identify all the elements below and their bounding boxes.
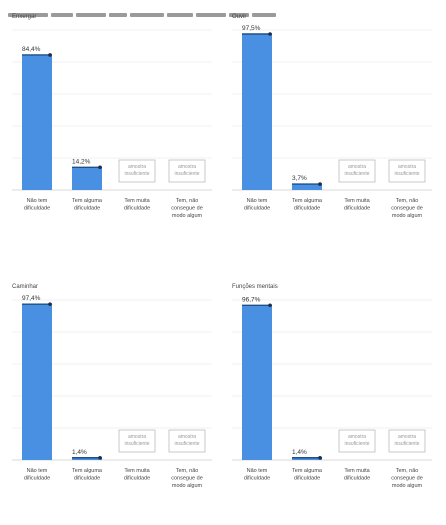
- category-tick-label: Tem, não: [396, 198, 419, 204]
- bar-marker-dot: [268, 32, 272, 36]
- insufficient-sample-label: insuficiente: [174, 171, 199, 177]
- insufficient-sample-label: amostra: [128, 164, 146, 170]
- category-tick-label: dificuldade: [24, 206, 50, 212]
- insufficient-sample-label: insuficiente: [394, 171, 419, 177]
- bar: [242, 305, 272, 460]
- bar: [72, 457, 102, 460]
- chart-title: Caminhar: [12, 284, 39, 290]
- bar-chart-ouvir: 97,5% Não tem dificuldade 3,7% Tem alguma dif…: [232, 25, 432, 219]
- category-tick-label: Tem muita: [124, 468, 150, 474]
- chart-title: Enxergar: [12, 14, 37, 20]
- chart-title: Ouvir: [232, 14, 247, 20]
- insufficient-sample-label: insuficiente: [174, 441, 199, 447]
- bar-marker-dot: [318, 182, 322, 186]
- insufficient-sample-label: insuficiente: [394, 441, 419, 447]
- category-tick-label: dificuldade: [294, 476, 320, 482]
- insufficient-sample-box: [388, 429, 426, 453]
- bar-chart-caminhar: 97,4% Não tem dificuldade 1,4% Tem alguma dif…: [12, 295, 212, 489]
- category-tick-label: modo algum: [392, 213, 423, 219]
- category-tick-label: dificuldade: [74, 476, 100, 482]
- category-tick-label: Tem alguma: [292, 468, 323, 474]
- data-label: 1,4%: [292, 449, 307, 456]
- insufficient-sample-label: insuficiente: [344, 171, 369, 177]
- bar-marker-dot: [268, 303, 272, 308]
- insufficient-sample-label: amostra: [178, 164, 196, 170]
- category-tick-label: Tem muita: [344, 198, 370, 204]
- insufficient-sample-box: [388, 159, 426, 183]
- category-tick-label: modo algum: [172, 483, 203, 489]
- category-tick-label: dificuldade: [124, 476, 150, 482]
- insufficient-sample-label: amostra: [128, 434, 146, 440]
- category-tick-label: dificuldade: [344, 206, 370, 212]
- category-tick-label: modo algum: [172, 213, 203, 219]
- category-tick-label: dificuldade: [244, 206, 270, 212]
- category-tick-label: Tem, não: [176, 468, 199, 474]
- bar: [22, 54, 52, 191]
- category-tick-label: dificuldade: [124, 206, 150, 212]
- category-tick-label: consegue de: [391, 206, 423, 212]
- insufficient-sample-box: [338, 159, 376, 183]
- insufficient-sample-label: amostra: [398, 164, 416, 170]
- category-tick-label: consegue de: [171, 476, 203, 482]
- category-tick-label: dificuldade: [74, 206, 100, 212]
- insufficient-sample-box: [118, 159, 156, 183]
- category-tick-label: Não tem: [247, 198, 268, 204]
- category-tick-label: dificuldade: [24, 476, 50, 482]
- insufficient-sample-label: insuficiente: [344, 441, 369, 447]
- bar-marker-dot: [48, 53, 52, 57]
- insufficient-sample-box: [168, 429, 206, 453]
- chart-panel-funcoes-mentais: Funções mentais 96,7% Não tem dificuldade 1…: [230, 284, 435, 519]
- category-tick-label: Tem alguma: [72, 468, 103, 474]
- chart-panel-ouvir: Ouvir 97,5% Não tem dificuldade 3,7% Tem alg…: [230, 14, 435, 249]
- category-tick-label: dificuldade: [244, 476, 270, 482]
- category-tick-label: Tem alguma: [72, 198, 103, 204]
- bar-chart-enxergar: 84,4% Não tem dificuldade 14,2% Tem alguma di…: [12, 29, 212, 219]
- category-tick-label: modo algum: [392, 483, 423, 489]
- category-tick-label: Tem muita: [344, 468, 370, 474]
- data-label: 3,7%: [292, 175, 307, 182]
- header-title-bar: [8, 4, 328, 17]
- data-label: 1,4%: [72, 449, 87, 456]
- category-tick-label: Tem alguma: [292, 198, 323, 204]
- category-tick-label: Não tem: [27, 198, 48, 204]
- data-label: 84,4%: [22, 46, 41, 53]
- bar-marker-dot: [318, 455, 322, 460]
- category-tick-label: dificuldade: [344, 476, 370, 482]
- bar-marker-dot: [98, 455, 102, 460]
- category-tick-label: Tem, não: [176, 198, 199, 204]
- bar: [292, 457, 322, 460]
- bar-chart-funcoes-mentais: 96,7% Não tem dificuldade 1,4% Tem alguma dif…: [232, 296, 432, 489]
- insufficient-sample-label: amostra: [348, 434, 366, 440]
- chart-panel-caminhar: Caminhar 97,4% Não tem dificuldade 1,4% Tem …: [10, 284, 215, 519]
- insufficient-sample-label: amostra: [348, 164, 366, 170]
- data-label: 14,2%: [72, 158, 91, 165]
- insufficient-sample-label: amostra: [398, 434, 416, 440]
- insufficient-sample-label: insuficiente: [124, 441, 149, 447]
- bar: [292, 184, 322, 190]
- data-label: 97,5%: [242, 25, 261, 32]
- bar: [242, 34, 272, 190]
- category-tick-label: consegue de: [391, 476, 423, 482]
- insufficient-sample-label: amostra: [178, 434, 196, 440]
- category-tick-label: dificuldade: [294, 206, 320, 212]
- bar: [72, 167, 102, 190]
- category-tick-label: Tem, não: [396, 468, 419, 474]
- data-label: 96,7%: [242, 296, 261, 303]
- category-tick-label: Não tem: [27, 468, 48, 474]
- category-tick-label: Não tem: [247, 468, 268, 474]
- bar-marker-dot: [98, 165, 102, 170]
- chart-title: Funções mentais: [232, 284, 278, 290]
- insufficient-sample-box: [118, 429, 156, 453]
- insufficient-sample-label: insuficiente: [124, 171, 149, 177]
- bar: [22, 304, 52, 460]
- insufficient-sample-box: [168, 159, 206, 183]
- chart-panel-enxergar: Enxergar 84,4% Não tem dificuldade 14,2% Tem…: [10, 14, 215, 249]
- category-tick-label: consegue de: [171, 206, 203, 212]
- data-label: 97,4%: [22, 295, 41, 302]
- category-tick-label: Tem muita: [124, 198, 150, 204]
- bar-marker-dot: [48, 302, 52, 306]
- insufficient-sample-box: [338, 429, 376, 453]
